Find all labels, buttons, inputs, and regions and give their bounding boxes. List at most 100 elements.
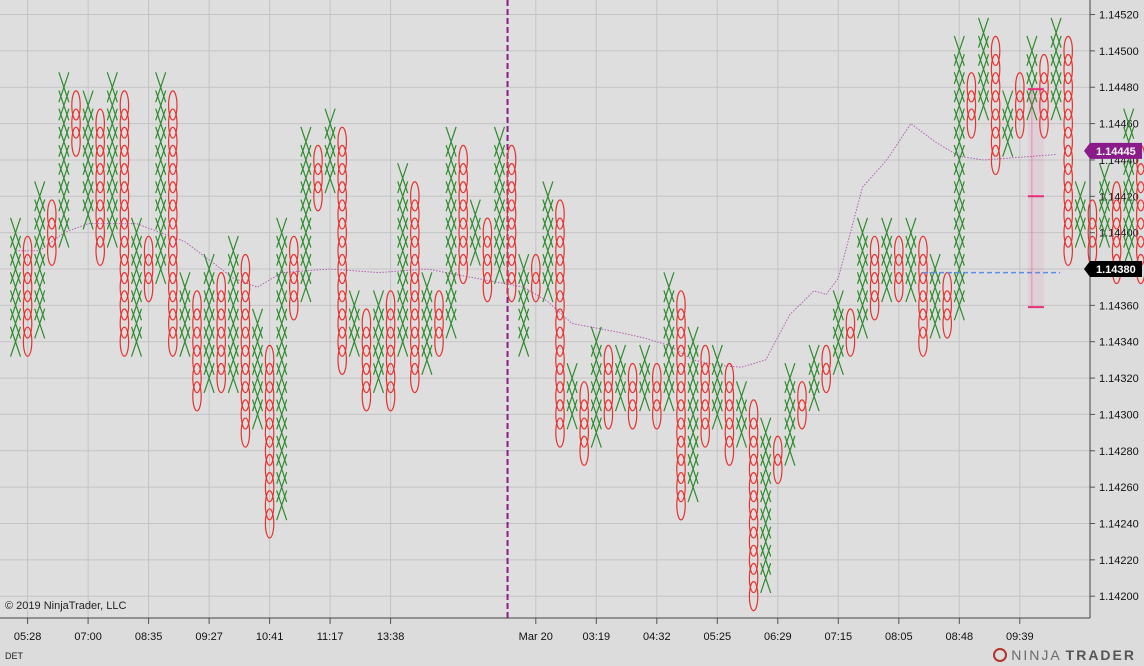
x-tick-label: 09:27 [195,631,223,643]
o-box [1111,181,1122,212]
o-box [119,126,130,157]
o-box [1014,72,1025,103]
o-box [119,235,130,266]
o-box [313,144,323,176]
o-box [869,235,880,266]
o-box [942,290,952,321]
o-box [748,417,759,448]
o-box [966,72,977,103]
o-box [288,272,299,303]
brand-name-part2: TRADER [1065,647,1136,663]
o-box [95,108,105,139]
o-box [555,199,565,230]
o-box [918,253,928,285]
o-box [361,344,372,376]
o-box [264,417,275,448]
o-box [1136,217,1144,248]
o-box [264,471,275,503]
current-price-tag-text: 1.14445 [1096,146,1136,158]
o-box [119,108,130,139]
o-box [337,144,347,176]
o-box [240,344,251,376]
o-box [95,162,105,194]
o-box [676,490,686,521]
y-tick-label: 1.14500 [1099,46,1139,58]
o-box [966,90,977,121]
o-box [1136,199,1144,230]
o-box [385,326,396,357]
o-box [168,253,178,285]
o-box [482,235,493,266]
o-box [482,253,493,285]
o-box [603,344,614,376]
o-box [240,381,251,412]
x-box [881,217,893,248]
o-box [240,308,251,339]
x-tick-label: 10:41 [256,631,284,643]
o-box [918,326,928,357]
o-box [748,508,759,539]
x-box [1026,35,1038,66]
o-box [1063,108,1073,139]
o-box [772,453,783,485]
o-box [748,399,759,430]
o-box [337,272,347,303]
o-box [409,217,420,248]
x-box [155,72,167,103]
x-box [9,217,22,248]
o-box [990,126,1001,157]
o-box [748,581,759,612]
x-tick-label: 08:35 [135,631,163,643]
o-box [579,381,589,412]
o-box [1063,144,1073,176]
y-tick-label: 1.14360 [1099,300,1139,312]
o-box [893,235,904,266]
o-box [506,253,517,285]
x-box [639,344,651,375]
o-box [966,108,977,139]
x-box [372,290,385,321]
o-box [676,362,686,394]
o-box [772,435,783,466]
o-box [676,417,686,448]
o-box [1014,90,1025,121]
o-box [458,235,468,266]
o-box [168,108,178,139]
x-box [227,235,239,266]
y-tick-label: 1.14200 [1099,591,1139,603]
x-tick-label: 07:15 [825,631,853,643]
o-box [990,72,1001,103]
plot-area [0,0,1090,618]
o-box [264,381,275,412]
o-box [119,253,130,285]
x-box [1098,199,1111,230]
o-box [119,272,130,303]
x-box [348,290,360,321]
o-box [95,217,105,248]
o-box [1063,35,1073,67]
x-tick-label: 04:32 [643,631,671,643]
o-box [361,326,372,357]
o-box [168,90,178,121]
o-box [288,290,299,321]
o-box [385,308,396,339]
o-box [506,217,517,248]
timezone-label: DET [5,651,23,661]
o-box [990,35,1001,67]
order-price-tag: 1.14380 [1084,261,1142,278]
o-box [458,253,468,285]
o-box [313,162,323,194]
o-box [119,181,130,212]
o-box [724,399,735,430]
o-box [1136,181,1144,212]
o-box [119,162,130,194]
o-box [95,235,105,266]
o-box [192,326,202,357]
x-box [1123,199,1135,230]
o-box [627,381,638,412]
x-box [58,72,70,103]
o-box [22,253,33,285]
o-box [409,290,420,321]
o-box [22,308,33,339]
